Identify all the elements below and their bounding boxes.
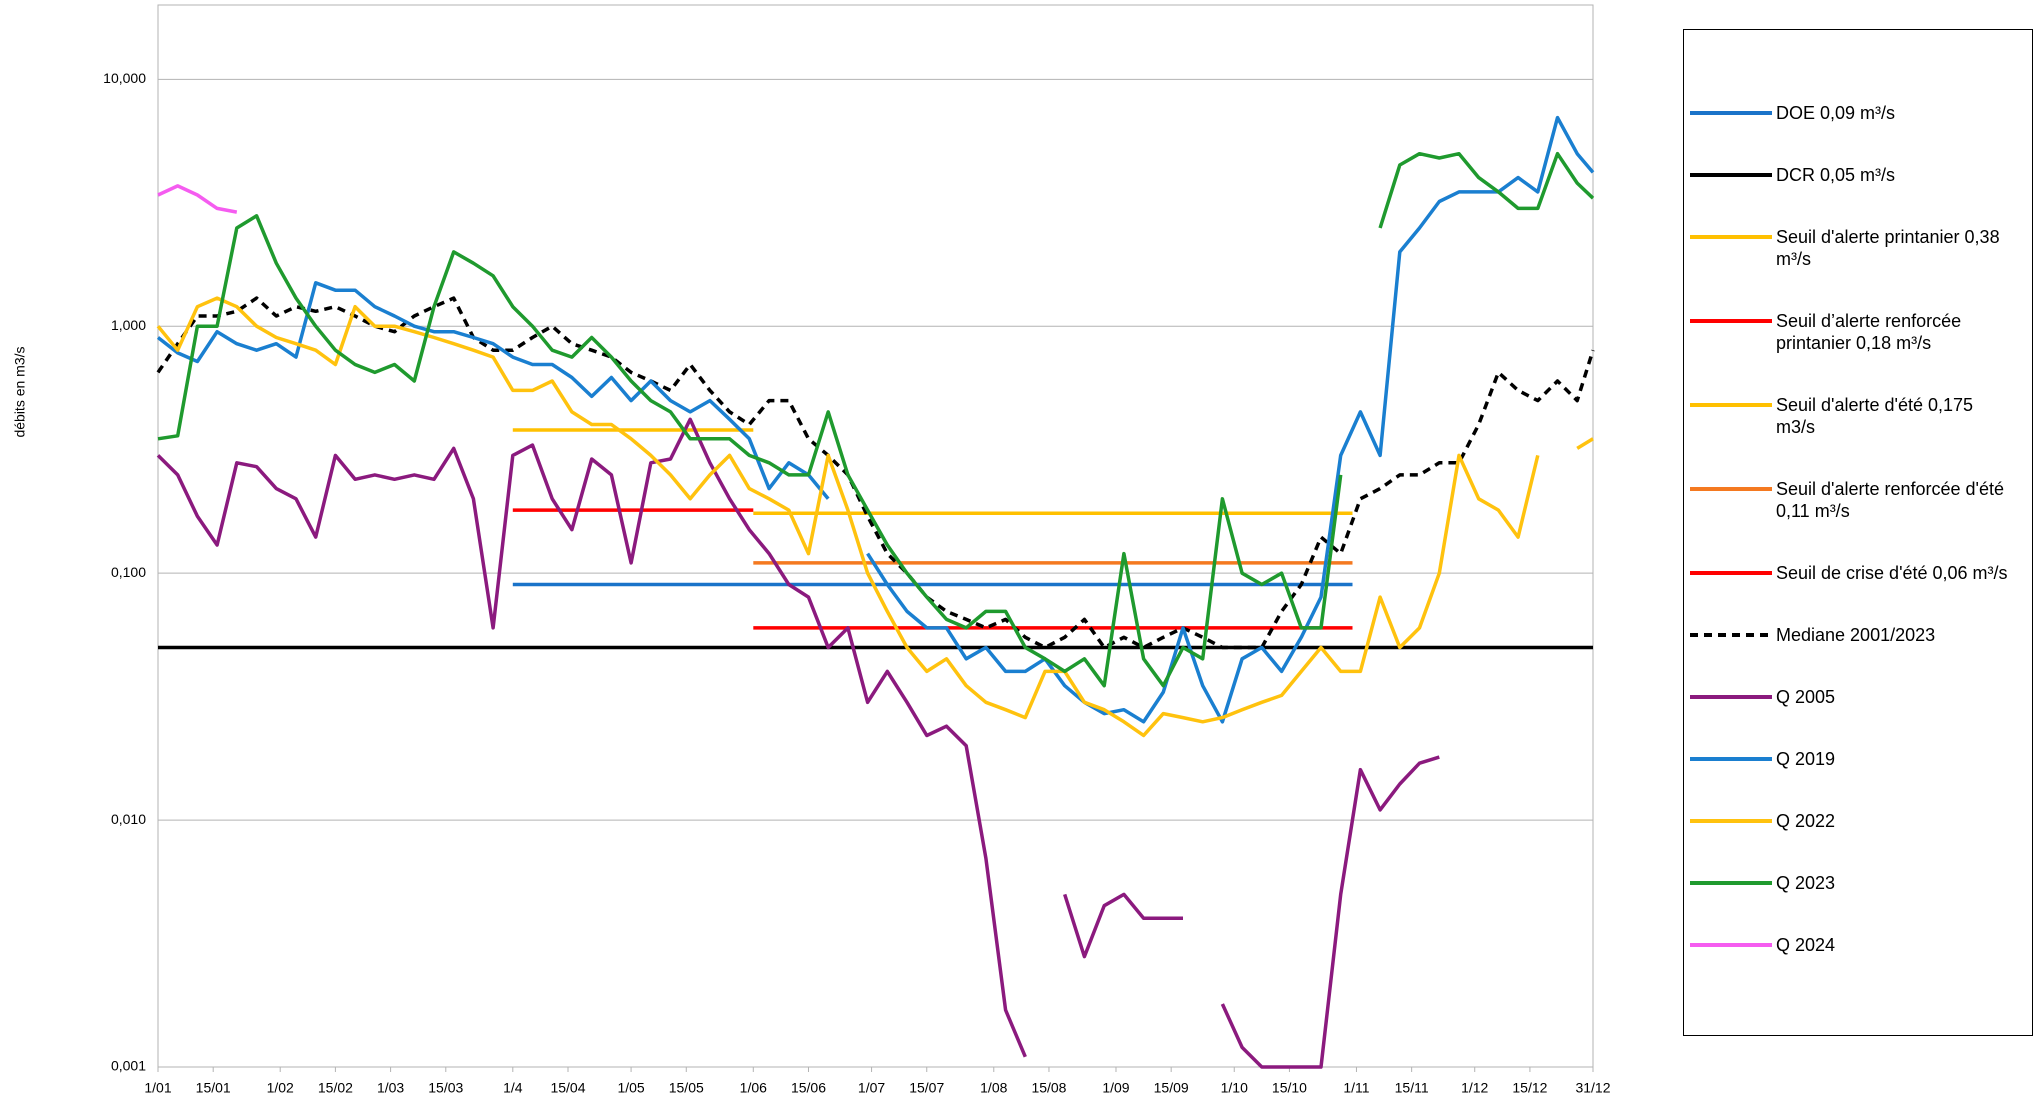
legend-swatch xyxy=(1690,943,1772,947)
y-tick-label: 0,001 xyxy=(111,1058,146,1074)
legend-label: Q 2022 xyxy=(1776,811,1836,831)
series-line xyxy=(156,296,1594,738)
x-tick-label: 15/08 xyxy=(1031,1080,1066,1096)
x-tick-label: 15/09 xyxy=(1154,1080,1189,1096)
x-tick-label: 1/02 xyxy=(267,1080,294,1096)
legend-swatch xyxy=(1690,235,1772,239)
legend-entry: Q 2024 xyxy=(1684,934,2032,956)
x-tick-label: 1/09 xyxy=(1102,1080,1129,1096)
y-axis-label: débits en m3/s xyxy=(12,346,28,437)
legend-swatch xyxy=(1690,173,1772,177)
legend-label: Mediane 2001/2023 xyxy=(1776,625,1936,645)
legend-swatch xyxy=(1690,757,1772,761)
x-tick-label: 15/04 xyxy=(550,1080,585,1096)
x-tick-label: 31/12 xyxy=(1575,1080,1610,1096)
legend-label: DOE 0,09 m³/s xyxy=(1776,103,1896,123)
x-tick-label: 1/10 xyxy=(1221,1080,1248,1096)
x-tick-label: 1/07 xyxy=(858,1080,885,1096)
x-tick-label: 1/01 xyxy=(144,1080,171,1096)
series-line xyxy=(157,151,1595,688)
legend-label: Seuil d'alerte renforcée d'été 0,11 m³/s xyxy=(1776,479,2005,521)
legend-entry: Q 2005 xyxy=(1684,686,2032,708)
legend-entry: Mediane 2001/2023 xyxy=(1684,624,2032,646)
x-tick-label: 1/12 xyxy=(1461,1080,1488,1096)
legend-entry: Q 2022 xyxy=(1684,810,2032,832)
series-line xyxy=(156,296,1595,650)
x-tick-label: 15/07 xyxy=(909,1080,944,1096)
legend-swatch xyxy=(1690,487,1772,491)
legend-label: DCR 0,05 m³/s xyxy=(1776,165,1896,185)
legend-swatch xyxy=(1690,571,1772,575)
legend-label: Seuil de crise d'été 0,06 m³/s xyxy=(1776,563,2008,583)
series-line xyxy=(156,115,1595,724)
legend-label: Seuil d’alerte renforcée printanier 0,18… xyxy=(1776,311,1962,353)
legend-entry: Q 2023 xyxy=(1684,872,2032,894)
legend-entry: Q 2019 xyxy=(1684,748,2032,770)
legend-swatch xyxy=(1690,319,1772,323)
x-tick-label: 15/11 xyxy=(1395,1080,1429,1096)
x-tick-label: 15/01 xyxy=(196,1080,231,1096)
legend-swatch xyxy=(1690,881,1772,885)
legend-label: Q 2005 xyxy=(1776,687,1836,707)
series-line xyxy=(157,184,238,214)
y-tick-label: 0,100 xyxy=(111,564,146,580)
legend-entry: Seuil d’alerte renforcée printanier 0,18… xyxy=(1684,310,2032,354)
y-tick-label: 1,000 xyxy=(111,317,146,333)
legend-entry: DOE 0,09 m³/s xyxy=(1684,102,2032,124)
x-tick-label: 1/05 xyxy=(617,1080,644,1096)
y-tick-label: 10,000 xyxy=(103,70,146,86)
legend-swatch xyxy=(1690,695,1772,699)
legend-swatch xyxy=(1690,633,1772,637)
x-tick-label: 1/4 xyxy=(503,1080,523,1096)
legend-swatch xyxy=(1690,819,1772,823)
legend-label: Q 2019 xyxy=(1776,749,1836,769)
legend-swatch xyxy=(1690,403,1772,407)
legend-entry: Seuil d'alerte d'été 0,175 m3/s xyxy=(1684,394,2032,438)
legend-entry: Seuil de crise d'été 0,06 m³/s xyxy=(1684,562,2032,584)
x-tick-label: 15/10 xyxy=(1272,1080,1307,1096)
legend-label: Seuil d'alerte printanier 0,38 m³/s xyxy=(1776,227,2000,269)
x-tick-label: 15/12 xyxy=(1512,1080,1547,1096)
x-tick-label: 1/11 xyxy=(1343,1080,1369,1096)
series-line xyxy=(156,417,1440,1069)
x-tick-label: 15/02 xyxy=(318,1080,353,1096)
x-tick-label: 15/05 xyxy=(669,1080,704,1096)
legend-entry: Seuil d'alerte renforcée d'été 0,11 m³/s xyxy=(1684,478,2032,522)
x-tick-label: 15/06 xyxy=(791,1080,826,1096)
x-tick-label: 1/03 xyxy=(377,1080,404,1096)
legend-entry: Seuil d'alerte printanier 0,38 m³/s xyxy=(1684,226,2032,270)
x-tick-label: 15/03 xyxy=(428,1080,463,1096)
legend-swatch xyxy=(1690,111,1772,115)
legend-label: Q 2024 xyxy=(1776,935,1836,955)
plot-area xyxy=(157,4,1594,1068)
legend-label: Seuil d'alerte d'été 0,175 m3/s xyxy=(1776,395,1974,437)
x-tick-label: 1/06 xyxy=(740,1080,767,1096)
chart: débits en m3/s 0,001 0,010 0,100 1,000 10,00… xyxy=(12,4,1611,1096)
legend-label: Q 2023 xyxy=(1776,873,1836,893)
legend: DOE 0,09 m³/s DCR 0,05 m³/s Seuil d'alerte… xyxy=(1683,29,2033,1036)
y-tick-label: 0,010 xyxy=(111,811,146,827)
legend-entry: DCR 0,05 m³/s xyxy=(1684,164,2032,186)
x-tick-label: 1/08 xyxy=(980,1080,1007,1096)
